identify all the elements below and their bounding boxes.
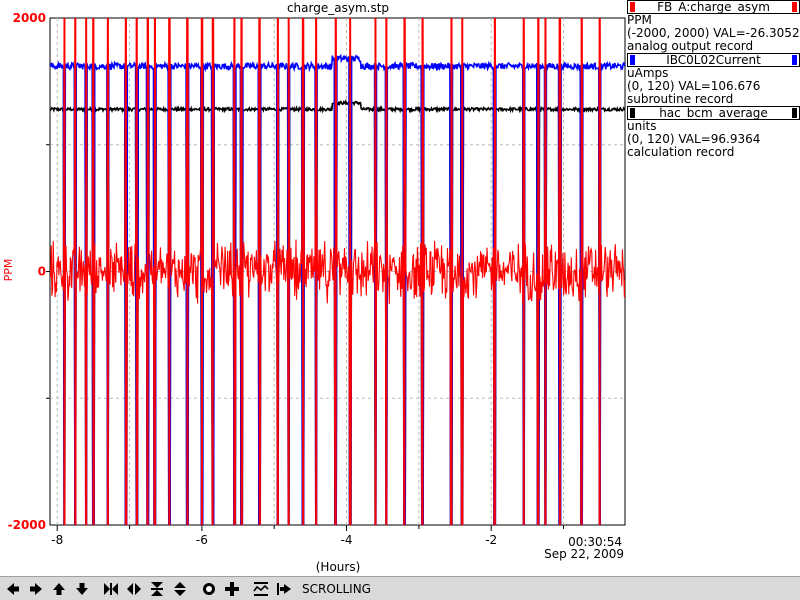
legend-record-type: analog output record bbox=[627, 39, 754, 53]
zoom-y-in-icon[interactable] bbox=[147, 579, 167, 599]
x-tick-label: -4 bbox=[341, 533, 353, 547]
legend-range-value: (-2000, 2000) VAL=-26.3052 bbox=[627, 26, 800, 40]
legend-range-value: (0, 120) VAL=106.676 bbox=[627, 79, 761, 93]
legend-entry-ibc-current[interactable]: IBC0L02Current uAmps (0, 120) VAL=106.67… bbox=[627, 53, 800, 106]
series-color-swatch bbox=[630, 108, 635, 118]
series-color-swatch bbox=[630, 2, 635, 12]
arrow-right-icon[interactable] bbox=[26, 579, 46, 599]
arrow-left-icon[interactable] bbox=[3, 579, 23, 599]
y-tick-label: 0 bbox=[38, 265, 46, 279]
y-tick-label: -2000 bbox=[8, 518, 46, 532]
x-tick-label: -6 bbox=[196, 533, 208, 547]
x-axis-label: (Hours) bbox=[316, 560, 361, 574]
legend: FB_A:charge_asym PPM (-2000, 2000) VAL=-… bbox=[627, 0, 800, 159]
legend-units: units bbox=[627, 119, 657, 133]
legend-units: uAmps bbox=[627, 66, 669, 80]
legend-units: PPM bbox=[627, 13, 652, 27]
strip-chart[interactable]: charge_asym.stp PPM (Hours) 00:30:54 Sep… bbox=[0, 0, 800, 576]
series-line-fb-a-charge-asym bbox=[50, 18, 625, 525]
legend-entry-bcm-average[interactable]: hac_bcm_average units (0, 120) VAL=96.93… bbox=[627, 106, 800, 159]
zoom-x-in-icon[interactable] bbox=[101, 579, 121, 599]
arrow-down-icon[interactable] bbox=[72, 579, 92, 599]
scroll-icon[interactable] bbox=[274, 579, 294, 599]
legend-name[interactable]: IBC0L02Current bbox=[627, 53, 800, 67]
series-color-swatch bbox=[792, 55, 797, 65]
end-time-label: 00:30:54 bbox=[568, 535, 622, 549]
legend-record-type: subroutine record bbox=[627, 92, 734, 106]
record-icon[interactable] bbox=[199, 579, 219, 599]
autoscale-icon[interactable] bbox=[251, 579, 271, 599]
scroll-mode-status: SCROLLING bbox=[302, 581, 371, 596]
x-tick-label: -8 bbox=[51, 533, 63, 547]
toolbar: SCROLLING bbox=[0, 576, 800, 600]
legend-record-type: calculation record bbox=[627, 145, 735, 159]
end-date-label: Sep 22, 2009 bbox=[544, 547, 624, 561]
y-tick-label: 2000 bbox=[13, 11, 46, 25]
legend-entry-charge-asym[interactable]: FB_A:charge_asym PPM (-2000, 2000) VAL=-… bbox=[627, 0, 800, 53]
series-line-ibc0l02current bbox=[50, 53, 625, 525]
chart-title: charge_asym.stp bbox=[287, 1, 389, 15]
arrow-up-icon[interactable] bbox=[49, 579, 69, 599]
series-color-swatch bbox=[792, 108, 797, 118]
zoom-y-out-icon[interactable] bbox=[170, 579, 190, 599]
add-icon[interactable] bbox=[222, 579, 242, 599]
y-axis-label: PPM bbox=[2, 259, 15, 282]
x-tick-label: -2 bbox=[485, 533, 497, 547]
legend-range-value: (0, 120) VAL=96.9364 bbox=[627, 132, 761, 146]
zoom-x-out-icon[interactable] bbox=[124, 579, 144, 599]
legend-name[interactable]: FB_A:charge_asym bbox=[627, 0, 800, 14]
series-color-swatch bbox=[630, 55, 635, 65]
legend-name[interactable]: hac_bcm_average bbox=[627, 106, 800, 120]
series-color-swatch bbox=[792, 2, 797, 12]
